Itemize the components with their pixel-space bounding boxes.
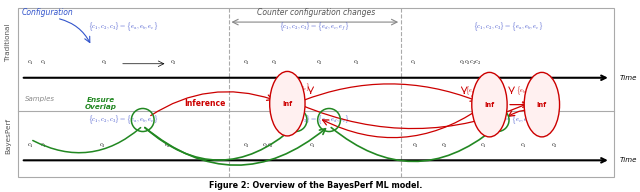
Text: $c_3$: $c_3$ bbox=[271, 59, 278, 67]
Text: Inf: Inf bbox=[282, 101, 292, 107]
Text: $c_2c_2c_2c_2$: $c_2c_2c_2c_2$ bbox=[460, 59, 482, 67]
Text: $\{e_b,e_c\}$: $\{e_b,e_c\}$ bbox=[289, 81, 312, 94]
Text: $c_2$: $c_2$ bbox=[164, 142, 171, 150]
Text: Figure 2: Overview of the BayesPerf ML model.: Figure 2: Overview of the BayesPerf ML m… bbox=[209, 181, 422, 190]
Text: $c_3$: $c_3$ bbox=[99, 142, 106, 150]
Text: Inf: Inf bbox=[537, 102, 547, 108]
Text: $c_3$: $c_3$ bbox=[101, 59, 108, 67]
Text: $\{e_d\}$: $\{e_d\}$ bbox=[465, 84, 479, 97]
Text: $c_2$: $c_2$ bbox=[441, 142, 447, 150]
Text: Samples: Samples bbox=[25, 96, 55, 102]
Text: $c_1$: $c_1$ bbox=[40, 59, 46, 67]
Text: $c_1$: $c_1$ bbox=[410, 59, 417, 67]
Ellipse shape bbox=[472, 72, 507, 137]
Text: Ensure
Overlap: Ensure Overlap bbox=[85, 97, 117, 110]
Text: Inf: Inf bbox=[484, 102, 495, 108]
Ellipse shape bbox=[269, 71, 305, 136]
Text: Traditional: Traditional bbox=[5, 24, 12, 61]
Text: $c_2c_2$: $c_2c_2$ bbox=[262, 142, 275, 150]
Text: $c_3$: $c_3$ bbox=[243, 59, 250, 67]
Text: $c_1$: $c_1$ bbox=[309, 142, 316, 150]
Text: $\{e_b,e_c\}$: $\{e_b,e_c\}$ bbox=[516, 84, 538, 97]
Text: $c_1$: $c_1$ bbox=[520, 142, 526, 150]
Text: $\{c_1,c_2,c_3\}=\{e_a,e_b,e_c\}$: $\{c_1,c_2,c_3\}=\{e_a,e_b,e_c\}$ bbox=[473, 20, 543, 33]
Text: $c_2$: $c_2$ bbox=[170, 59, 177, 67]
Text: Inference: Inference bbox=[184, 99, 226, 108]
Text: Time: Time bbox=[620, 75, 637, 81]
Text: $c_2$: $c_2$ bbox=[316, 59, 323, 67]
Text: $c_3$: $c_3$ bbox=[412, 142, 419, 150]
Text: $c_1$: $c_1$ bbox=[480, 142, 486, 150]
Text: $c_1$: $c_1$ bbox=[27, 59, 34, 67]
Text: $\{c_1,c_2,c_3\}=\{e_a,e_d,e_c\}$: $\{c_1,c_2,c_3\}=\{e_a,e_d,e_c\}$ bbox=[279, 113, 350, 127]
Text: $c_3$: $c_3$ bbox=[243, 142, 250, 150]
Text: $c_2$: $c_2$ bbox=[551, 142, 558, 150]
Text: BayesPerf: BayesPerf bbox=[5, 118, 12, 154]
Text: $\{c_1,c_2,c_3\}=\{e_a,e_b,e_c\}$: $\{c_1,c_2,c_3\}=\{e_a,e_b,e_c\}$ bbox=[88, 20, 158, 33]
Text: $c_1$: $c_1$ bbox=[27, 142, 34, 150]
Text: Counter configuration changes: Counter configuration changes bbox=[257, 8, 375, 17]
Text: Time: Time bbox=[620, 157, 637, 163]
Text: $\{c_1,c_2,c_3\}=\{e_d,e_e,e_f\}$: $\{c_1,c_2,c_3\}=\{e_d,e_e,e_f\}$ bbox=[279, 20, 350, 33]
Text: $\{c_1,c_2,c_3\}=\{e_c,e_f,e_a\}$: $\{c_1,c_2,c_3\}=\{e_c,e_f,e_a\}$ bbox=[473, 113, 544, 127]
Ellipse shape bbox=[524, 72, 559, 137]
Text: Configuration: Configuration bbox=[22, 8, 73, 17]
Text: $\{c_1,c_2,c_3\}=\{e_a,e_b,e_c\}$: $\{c_1,c_2,c_3\}=\{e_a,e_b,e_c\}$ bbox=[88, 113, 158, 127]
Text: $c_1$: $c_1$ bbox=[40, 142, 46, 150]
Text: $c_3$: $c_3$ bbox=[353, 59, 360, 67]
